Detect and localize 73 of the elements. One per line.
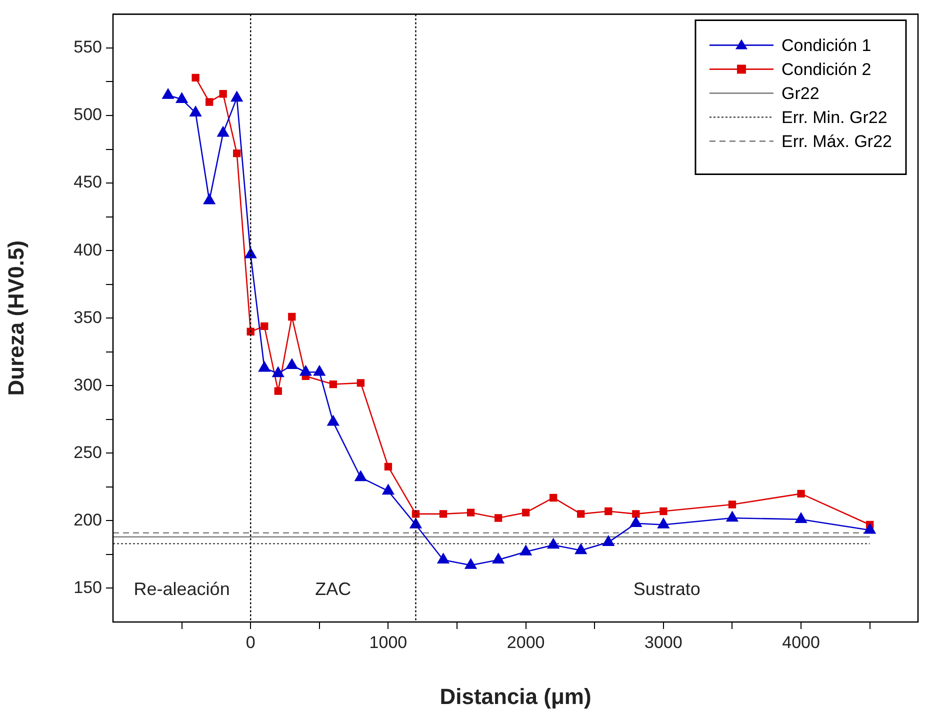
point [300, 365, 312, 376]
annotation: Re-aleación [134, 578, 230, 599]
point [522, 508, 530, 516]
point [550, 494, 558, 502]
point [217, 126, 229, 137]
point [520, 545, 532, 556]
point [630, 516, 642, 528]
y-axis-title: Dureza (HV0.5) [3, 240, 28, 396]
point [233, 149, 241, 158]
point [231, 91, 243, 102]
point [246, 328, 254, 336]
annotation: ZAC [315, 578, 352, 599]
point [728, 500, 736, 508]
point [494, 514, 502, 522]
point [382, 484, 394, 495]
point [658, 518, 670, 528]
x-tick-label: 2000 [506, 632, 545, 652]
point [354, 470, 367, 482]
point [260, 322, 268, 330]
point [329, 380, 338, 388]
point [464, 558, 477, 569]
point [356, 379, 365, 387]
point [604, 507, 612, 516]
point [492, 553, 504, 564]
point [244, 248, 256, 258]
point [272, 366, 284, 378]
legend-label: Err. Máx. Gr22 [781, 132, 892, 151]
point [575, 544, 587, 554]
x-tick-label: 4000 [782, 632, 820, 652]
point [726, 511, 738, 522]
point [437, 553, 450, 564]
point [795, 512, 807, 523]
point [203, 194, 216, 204]
x-tick-label: 1000 [369, 632, 408, 652]
point [602, 536, 614, 546]
point [286, 358, 298, 370]
point [314, 365, 326, 376]
legend-label: Condición 1 [781, 36, 872, 55]
point [547, 538, 560, 549]
point [176, 92, 188, 103]
point [384, 462, 392, 471]
x-tick-label: 0 [246, 632, 256, 652]
point [797, 490, 805, 498]
y-tick-label: 500 [74, 105, 102, 124]
x-axis-title: Distancia (μm) [440, 684, 592, 709]
y-tick-label: 550 [74, 38, 102, 57]
point [205, 98, 214, 106]
point [577, 510, 585, 518]
y-tick-label: 300 [74, 375, 102, 394]
point [219, 90, 227, 98]
y-tick-label: 250 [74, 442, 102, 462]
point [274, 387, 282, 395]
point [864, 524, 876, 534]
point [327, 415, 340, 426]
point [162, 88, 174, 99]
point [632, 510, 640, 518]
point [258, 361, 270, 372]
legend-label: Condición 2 [781, 60, 872, 79]
point [439, 510, 448, 518]
x-tick-label: 3000 [644, 632, 682, 652]
point [192, 74, 200, 82]
y-tick-label: 450 [74, 172, 102, 192]
y-tick-label: 350 [74, 308, 102, 327]
y-tick-label: 200 [74, 510, 102, 530]
y-tick-label: 400 [74, 240, 102, 260]
y-tick-label: 150 [74, 578, 102, 597]
legend-label: Err. Min. Gr22 [781, 108, 888, 127]
point [190, 106, 202, 116]
annotation: Sustrato [633, 578, 700, 599]
point [466, 508, 475, 516]
legend-label: Gr22 [781, 84, 820, 103]
point [660, 507, 668, 516]
point [288, 312, 296, 321]
